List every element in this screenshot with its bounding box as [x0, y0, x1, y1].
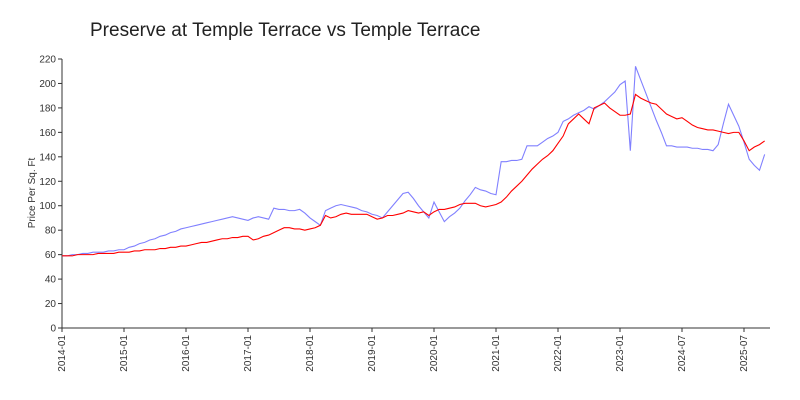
- y-tick-label: 100: [39, 201, 56, 212]
- series-line: [62, 93, 765, 257]
- y-tick-label: 180: [39, 103, 56, 114]
- y-tick-label: 60: [45, 250, 57, 261]
- x-tick-label: 2021-01: [491, 335, 502, 372]
- x-tick-label: 2016-01: [181, 335, 192, 372]
- y-tick-label: 80: [45, 226, 57, 237]
- y-tick-label: 160: [39, 128, 56, 139]
- x-tick-label: 2020-01: [429, 335, 440, 372]
- x-tick-label: 2024-07: [677, 335, 688, 372]
- series-line: [62, 66, 766, 257]
- chart-title: Preserve at Temple Terrace vs Temple Ter…: [90, 20, 480, 41]
- y-tick-label: 0: [50, 324, 56, 335]
- x-tick-label: 2023-01: [615, 335, 626, 372]
- y-tick-label: 40: [45, 275, 57, 286]
- x-tick-label: 2014-01: [57, 335, 68, 372]
- x-tick-label: 2017-01: [243, 335, 254, 372]
- y-axis-label: Price Per Sq. Ft: [27, 157, 38, 228]
- x-tick-label: 2019-01: [367, 335, 378, 372]
- y-tick-label: 200: [39, 79, 56, 90]
- y-tick-label: 120: [39, 177, 56, 188]
- y-tick-label: 220: [39, 55, 56, 66]
- x-tick-label: 2015-01: [119, 335, 130, 372]
- x-tick-label: 2018-01: [305, 335, 316, 372]
- x-tick-label: 2022-01: [553, 335, 564, 372]
- y-tick-label: 140: [39, 152, 56, 163]
- x-tick-label: 2025-07: [739, 335, 750, 372]
- y-tick-label: 20: [45, 299, 57, 310]
